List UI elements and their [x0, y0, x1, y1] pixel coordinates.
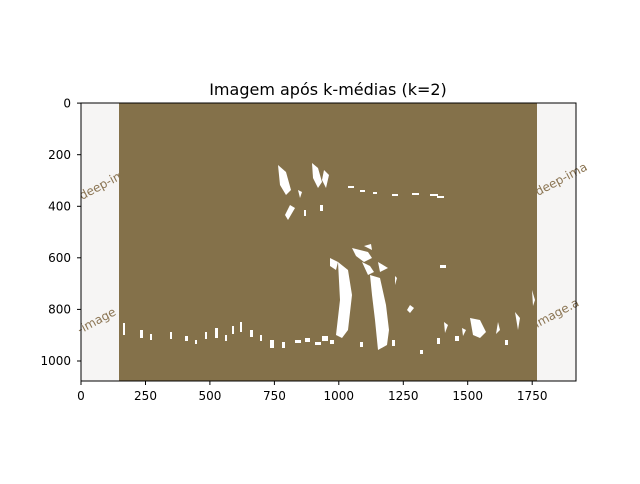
x-tick-label: 750: [263, 389, 286, 403]
x-tick-label: 1500: [452, 389, 483, 403]
cluster-light-regions: [123, 163, 535, 354]
y-tick-label: 200: [48, 148, 71, 162]
image-panel: deep-im deep-ima -image image.a: [75, 103, 589, 381]
x-tick-label: 1750: [517, 389, 548, 403]
x-axis: 0 250 500 750 1000 1250 1500 1750: [77, 381, 547, 403]
x-tick-label: 0: [77, 389, 85, 403]
y-axis: 0 200 400 600 800 1000: [40, 97, 81, 368]
padding-left: [81, 103, 119, 381]
y-tick-label: 1000: [40, 354, 71, 368]
x-tick-label: 1250: [388, 389, 419, 403]
x-tick-label: 500: [198, 389, 221, 403]
x-tick-label: 250: [134, 389, 157, 403]
y-tick-label: 600: [48, 251, 71, 265]
plot-title: Imagem após k-médias (k=2): [209, 80, 447, 99]
cluster-dark-region: [119, 103, 537, 381]
y-tick-label: 0: [63, 97, 71, 111]
y-tick-label: 800: [48, 303, 71, 317]
padding-right: [537, 103, 576, 381]
x-tick-label: 1000: [324, 389, 355, 403]
axes-frame: [80, 102, 577, 382]
y-tick-label: 400: [48, 200, 71, 214]
